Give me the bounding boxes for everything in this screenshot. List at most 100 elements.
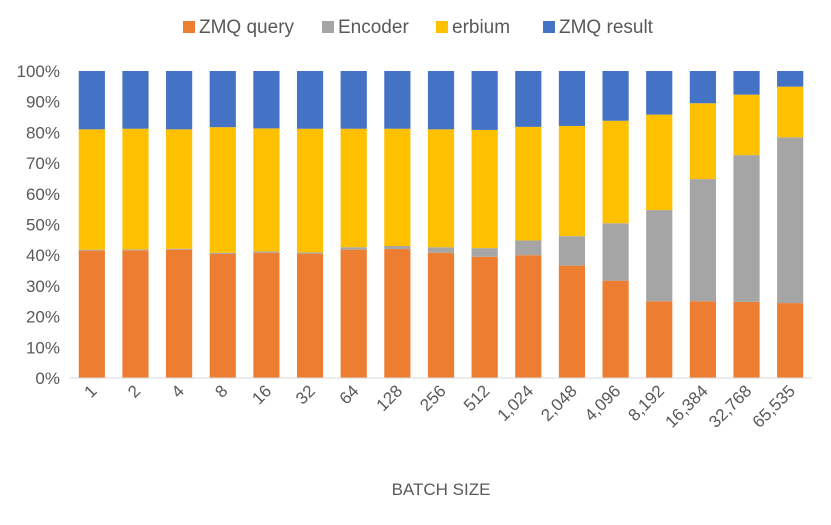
x-tick-label: 128 [373,381,406,414]
bar-segment [602,280,629,378]
bar-segment [471,71,498,130]
y-tick-label: 80% [26,123,60,142]
legend-label: ZMQ result [559,17,654,38]
x-tick-label: 2,048 [537,381,581,425]
legend-item: Encoder [322,17,409,38]
bar-segment [777,303,804,378]
legend-swatch [322,21,334,33]
bar-segment [78,249,105,251]
bar-segment [296,252,324,254]
bar-segment [689,103,716,180]
bar-segment [515,71,542,127]
bar-segment [427,252,455,378]
bar-segment [384,245,411,250]
legend-swatch [543,21,555,33]
bar-segment [296,253,324,378]
bar-segment [166,248,193,250]
y-tick-label: 100% [17,62,60,81]
bar-segment [602,71,629,121]
bar-segment [296,71,324,129]
bar-segment [602,223,629,281]
legend-item: ZMQ query [183,17,295,38]
x-tick-label: 4 [168,381,188,401]
bar-segment [689,179,716,302]
bar-segment [777,86,804,138]
bar-segment [427,247,455,253]
bar-segment [340,71,367,129]
x-tick-label: 512 [460,381,493,414]
legend-swatch [183,21,195,33]
bar-segment [340,249,367,378]
x-tick-label: 1 [81,381,101,401]
x-tick-label: 4,096 [581,381,625,425]
x-tick-label: 1,024 [494,381,538,425]
bar-segment [427,71,455,130]
bar-segment [558,125,586,237]
bar-segment [296,128,324,253]
x-tick-label: 32 [292,381,319,408]
legend-label: ZMQ query [199,17,295,38]
bar-segment [209,71,236,128]
bar-segment [166,71,193,130]
bar-segment [78,250,105,378]
bar-segment [733,94,760,156]
bar-segment [122,250,149,378]
legend-item: erbium [436,17,510,38]
x-tick-label: 16 [248,381,275,408]
bar-segment [777,137,804,304]
y-tick-label: 20% [26,308,60,327]
bar-segment [122,128,149,250]
bar-segment [602,120,629,224]
bar-segment [558,236,586,266]
bar-segment [689,71,716,104]
y-tick-label: 90% [26,93,60,112]
bar-segment [515,255,542,378]
x-tick-label: 8 [211,381,231,401]
legend-label: erbium [452,17,510,38]
legend-item: ZMQ result [543,17,654,38]
y-tick-label: 0% [35,369,60,388]
bar-segment [166,249,193,378]
bar-segment [253,251,280,253]
bar-segment [427,129,455,248]
bar-segment [166,129,193,249]
x-tick-label: 16,384 [662,381,712,431]
bar-segment [122,249,149,251]
bar-segment [471,248,498,257]
legend-label: Encoder [338,17,409,38]
bar-segment [646,301,673,378]
bar-segment [78,71,105,130]
bar-segment [78,129,105,250]
y-tick-label: 30% [26,277,60,296]
bar-segment [733,301,760,378]
x-tick-label: 32,768 [705,381,755,431]
bar-segment [384,128,411,246]
y-tick-label: 60% [26,185,60,204]
x-tick-label: 256 [416,381,449,414]
y-tick-label: 50% [26,216,60,235]
bar-segment [340,128,367,248]
bar-segment [515,240,542,256]
bar-segment [733,71,760,95]
bar-segment [646,114,673,211]
bar-segment [777,71,804,87]
bar-segment [689,301,716,378]
bar-segment [558,71,586,126]
y-tick-label: 10% [26,338,60,357]
bar-segment [384,71,411,129]
bar-segment [340,247,367,250]
x-tick-label: 2 [124,381,144,401]
bar-segment [253,252,280,378]
bar-segment [515,126,542,241]
bar-segment [209,253,236,378]
bar-segment [471,129,498,249]
bar-segment [558,265,586,378]
bar-segment [646,210,673,302]
x-tick-label: 64 [336,381,363,408]
x-axis-title: BATCH SIZE [392,480,491,499]
y-tick-label: 40% [26,246,60,265]
bar-segment [471,256,498,378]
bar-segment [122,71,149,129]
